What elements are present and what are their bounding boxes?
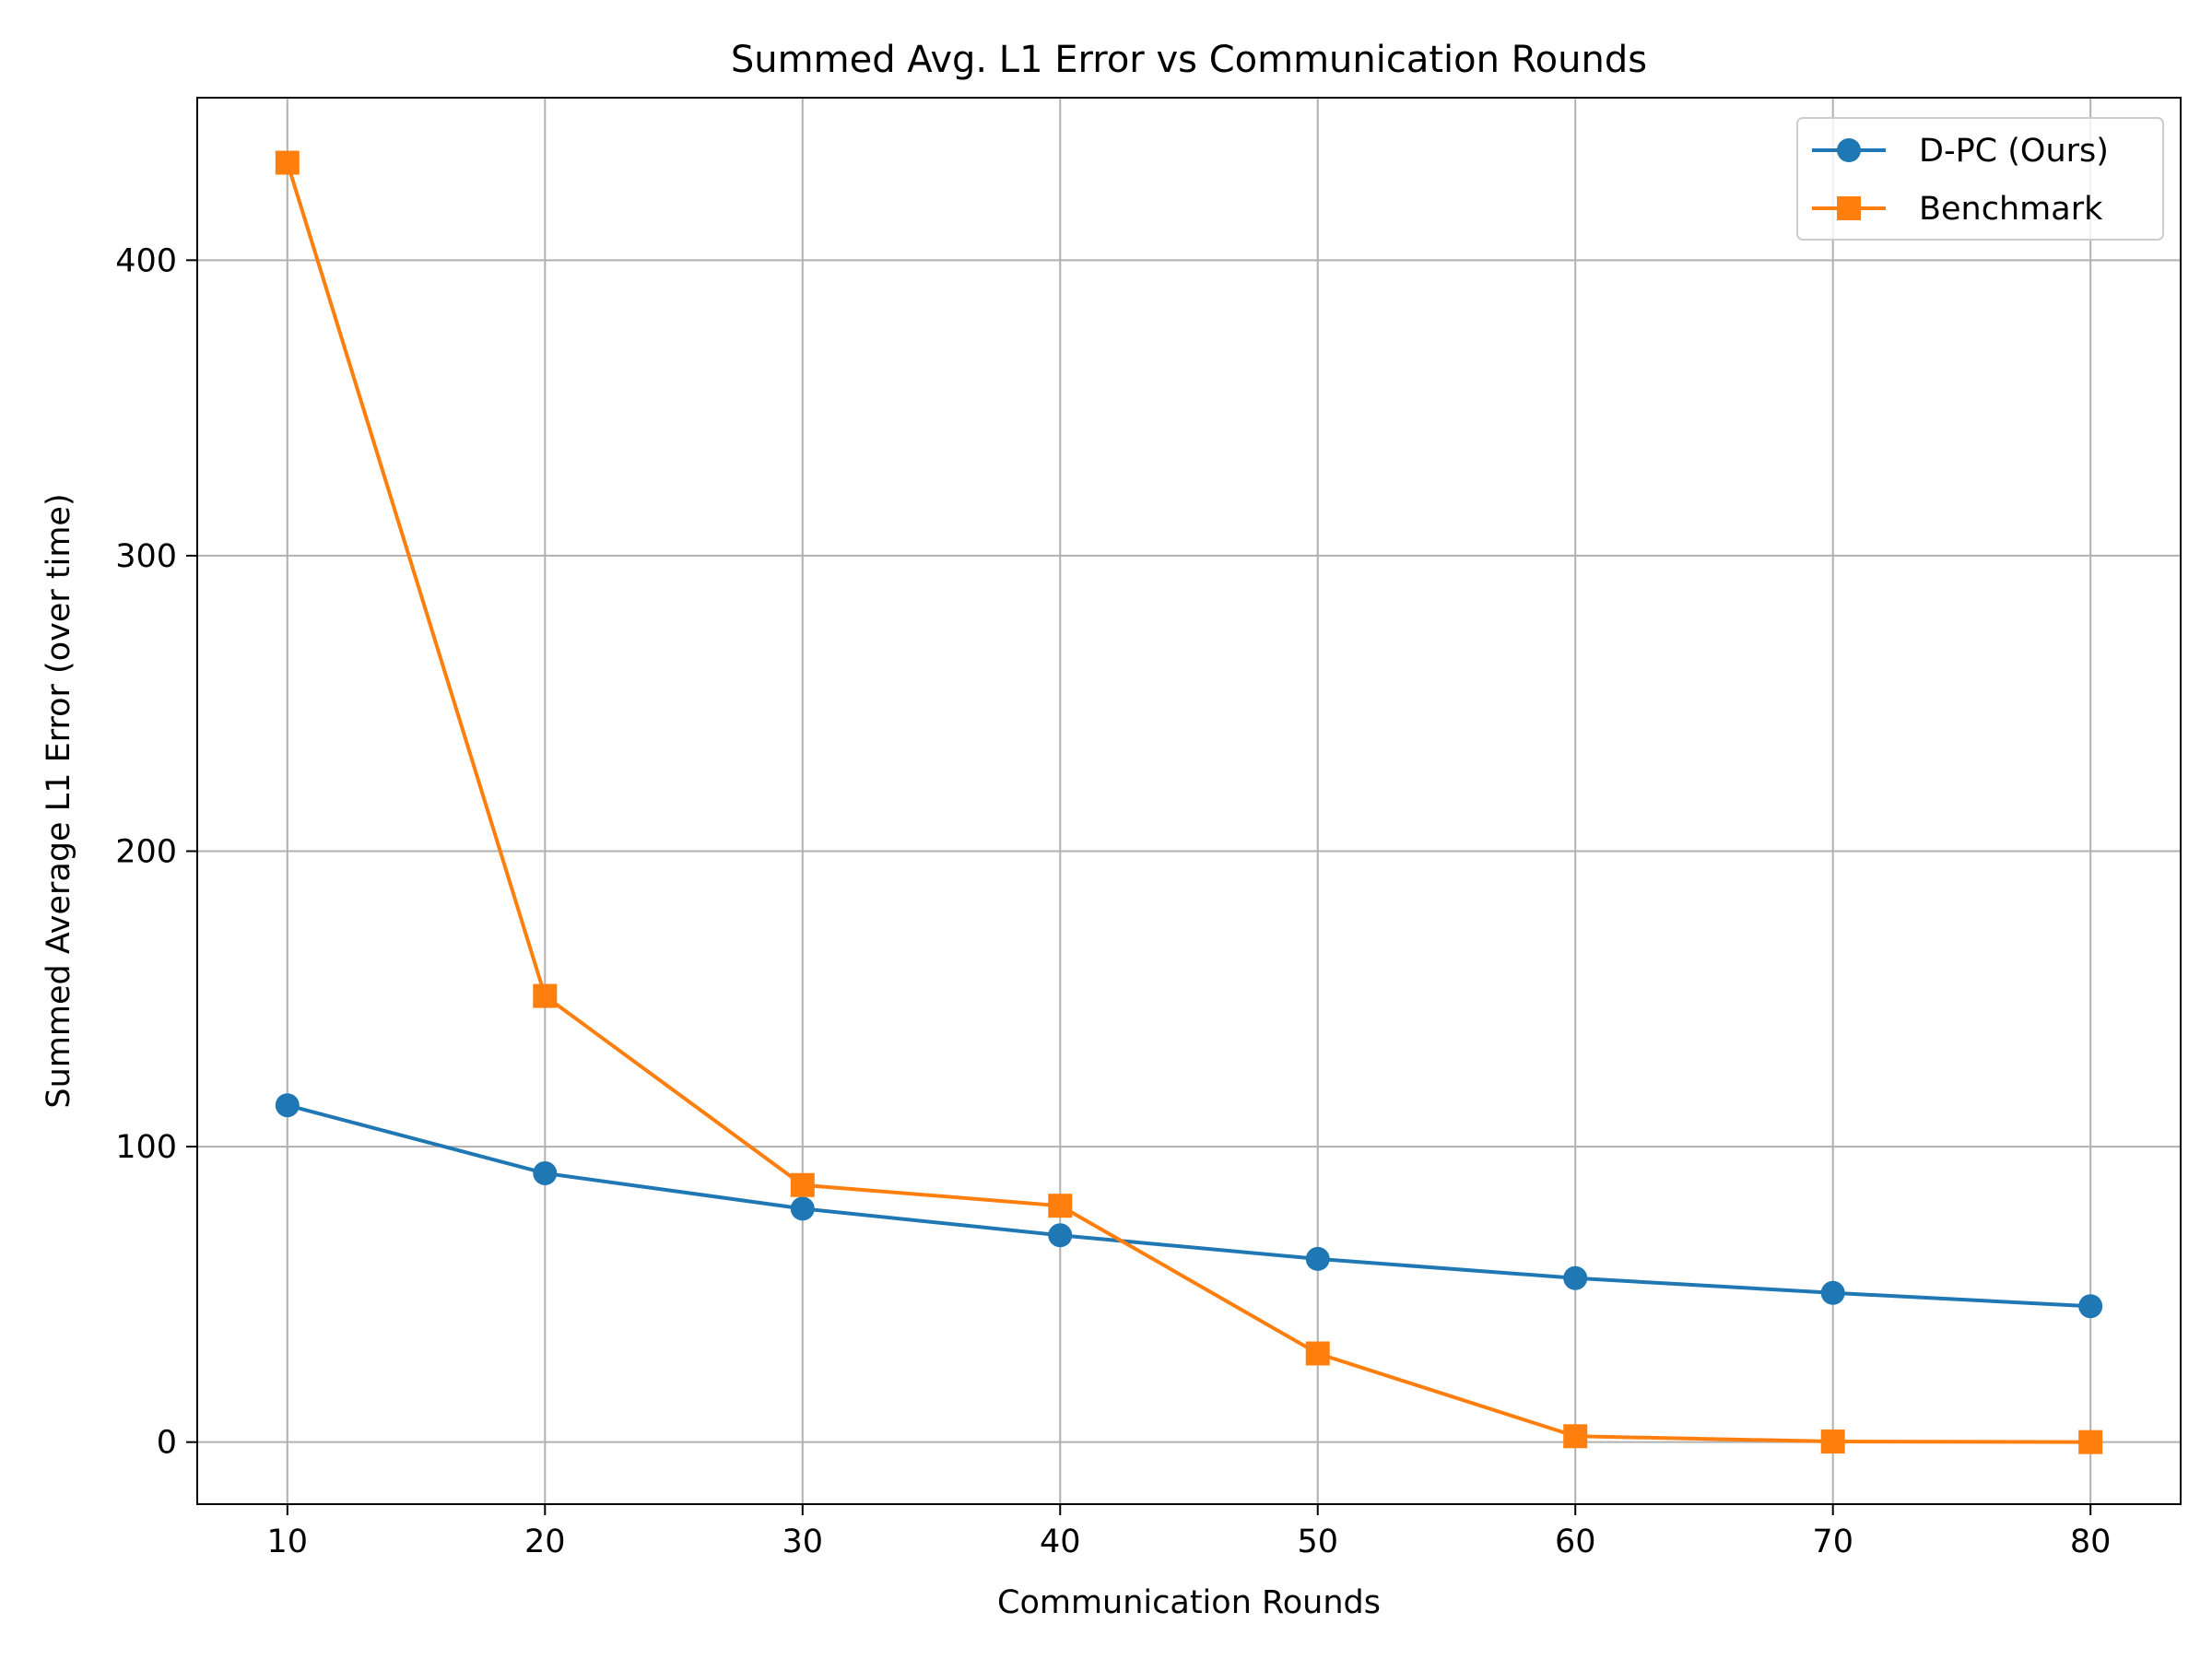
data-point [1563, 1265, 1588, 1290]
y-tick-label: 0 [157, 1425, 177, 1462]
data-point [1048, 1223, 1073, 1248]
y-tick-label: 400 [115, 242, 177, 279]
series-0 [275, 1093, 2103, 1319]
x-axis: 10 20 30 40 50 60 70 80 [267, 1504, 2112, 1560]
x-tick-label: 60 [1555, 1524, 1596, 1560]
legend-box [1796, 117, 2164, 241]
x-tick-label: 50 [1297, 1524, 1338, 1560]
chart-title: Summed Avg. L1 Error vs Communication Ro… [731, 39, 1647, 81]
x-tick-label: 20 [524, 1524, 566, 1560]
data-point [1048, 1194, 1073, 1218]
legend-entry: D-PC (Ours) [1812, 133, 2109, 170]
y-axis-label: Summed Average L1 Error (over time) [41, 493, 77, 1108]
legend-entry: Benchmark [1812, 191, 2103, 228]
x-tick-label: 70 [1812, 1524, 1853, 1560]
x-tick-label: 30 [782, 1524, 824, 1560]
series-layer [275, 150, 2103, 1454]
grid [197, 98, 2181, 1504]
y-axis: 0 100 200 300 400 [115, 242, 197, 1462]
y-tick-label: 200 [115, 834, 177, 871]
data-point [1305, 1246, 1330, 1271]
series-line [285, 161, 2091, 1444]
data-point [1820, 1430, 1845, 1454]
data-point [533, 983, 558, 1008]
series-1 [275, 150, 2103, 1454]
x-tick-label: 10 [267, 1524, 309, 1560]
data-point [275, 1093, 300, 1118]
data-point [533, 1160, 558, 1185]
y-tick-label: 300 [115, 538, 177, 575]
legend-label: D-PC (Ours) [1919, 133, 2109, 170]
data-point [790, 1172, 815, 1197]
data-point [2078, 1294, 2103, 1319]
data-point [790, 1196, 815, 1221]
legend-marker [1837, 138, 1861, 162]
data-point [2078, 1430, 2103, 1454]
data-point [1820, 1280, 1845, 1305]
x-tick-label: 40 [1040, 1524, 1081, 1560]
legend-label: Benchmark [1919, 191, 2103, 228]
data-point [275, 150, 300, 175]
x-tick-label: 80 [2070, 1524, 2112, 1560]
data-point [1563, 1424, 1588, 1449]
legend: D-PC (Ours) Benchmark [1796, 117, 2164, 241]
x-axis-label: Communication Rounds [997, 1584, 1381, 1621]
data-point [1305, 1341, 1330, 1366]
series-line [287, 1103, 2091, 1309]
legend-marker [1837, 196, 1861, 220]
y-tick-label: 100 [115, 1129, 177, 1166]
plot-area-frame [196, 97, 2182, 1505]
